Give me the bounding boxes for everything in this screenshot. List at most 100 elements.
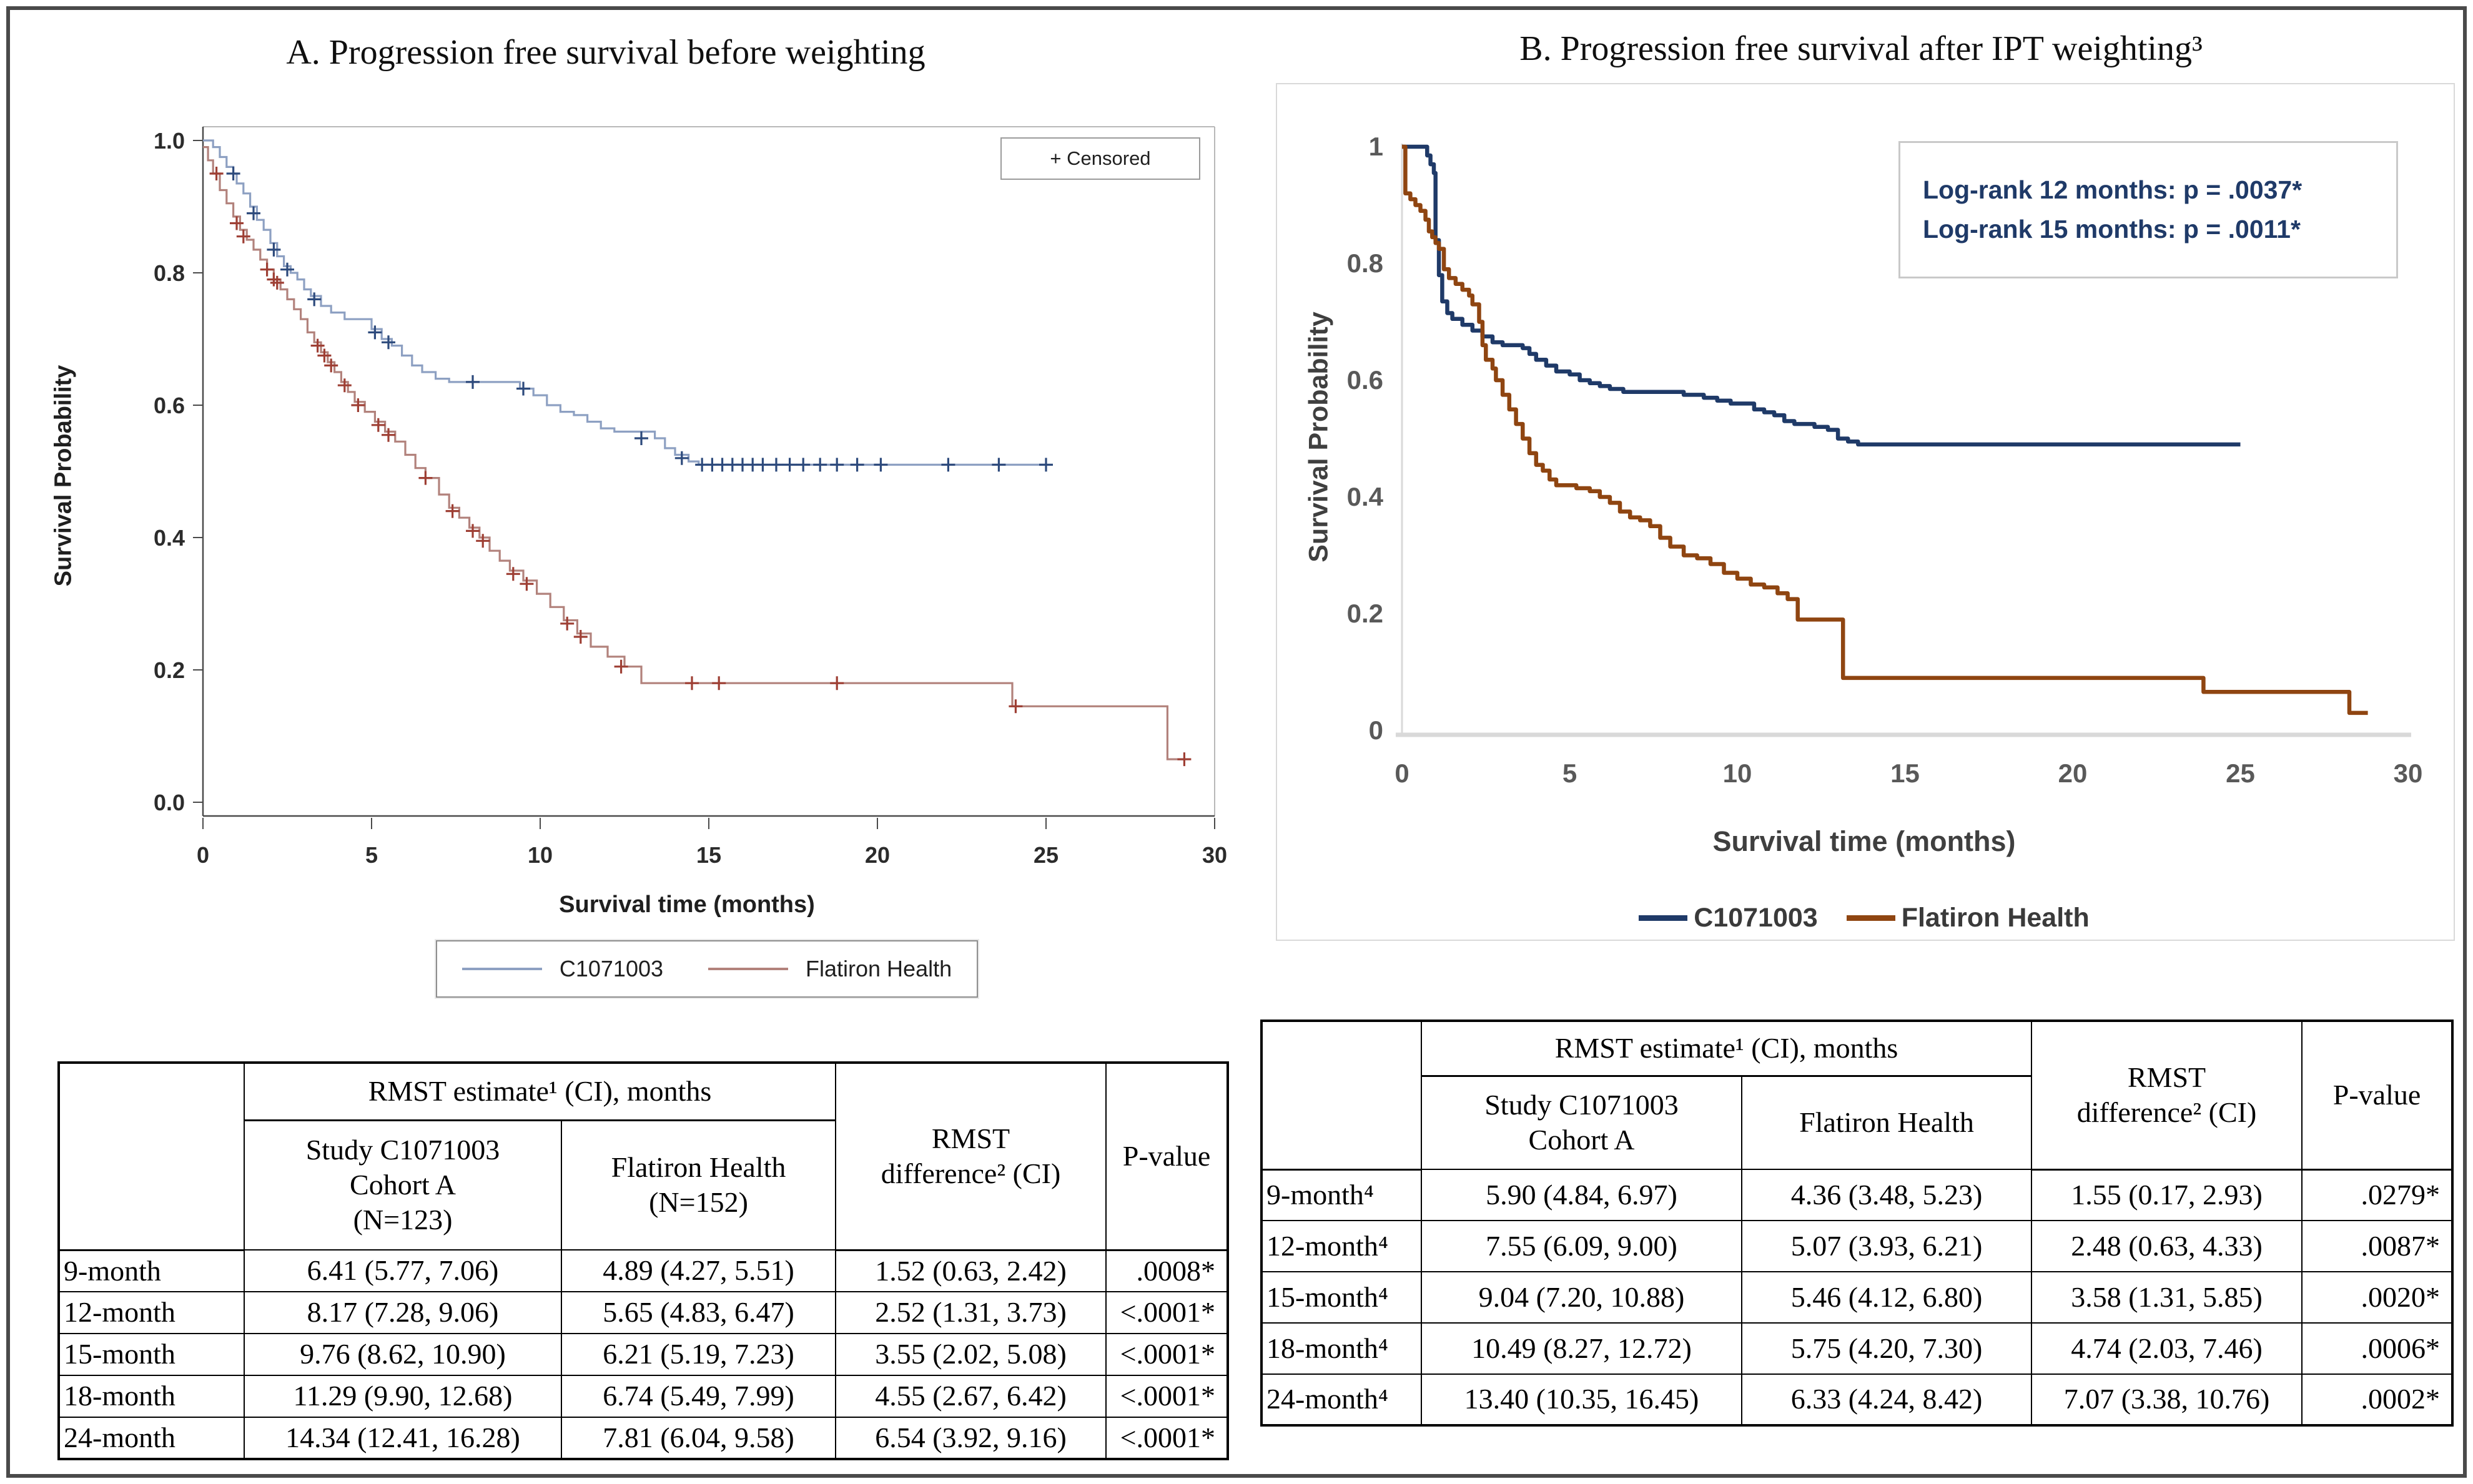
y-axis-tick-label: 0.0 bbox=[154, 790, 185, 815]
table-row: 9-month⁴ 5.90 (4.84, 6.97) 4.36 (3.48, 5.2… bbox=[1261, 1169, 2454, 1221]
value-cell: 5.90 (4.84, 6.97) bbox=[1421, 1169, 1742, 1221]
censor-mark bbox=[260, 262, 274, 277]
x-axis-tick-label: 30 bbox=[2394, 759, 2423, 788]
study-cohort-header: Study C1071003 Cohort A bbox=[1421, 1075, 1742, 1170]
corner-cell bbox=[1261, 1020, 1422, 1171]
value-cell: 4.55 (2.67, 6.42) bbox=[835, 1375, 1107, 1418]
censor-mark bbox=[573, 630, 588, 644]
x-axis-tick-label: 20 bbox=[2058, 759, 2088, 788]
y-axis-tick-label: 0 bbox=[1369, 715, 1383, 745]
row-label-cell: 12-month bbox=[58, 1291, 245, 1334]
censor-mark bbox=[796, 458, 811, 472]
rmst-table-before-weighting: RMST estimate¹ (CI), months RMST differe… bbox=[57, 1061, 1230, 1460]
panel-a-km-plot: 1.0 0.8 0.6 0.4 0.2 0.0 0 5 10 15 20 25 30 bbox=[154, 126, 1227, 868]
censor-mark bbox=[324, 358, 338, 373]
value-cell: 14.34 (12.41, 16.28) bbox=[244, 1417, 562, 1460]
value-cell: 10.49 (8.27, 12.72) bbox=[1421, 1322, 1742, 1375]
flatiron-header: Flatiron Health (N=152) bbox=[560, 1119, 837, 1251]
censor-mark bbox=[351, 398, 365, 412]
value-cell: .0008* bbox=[1105, 1249, 1229, 1292]
table-row: 9-month 6.41 (5.77, 7.06) 4.89 (4.27, 5.51… bbox=[58, 1249, 1229, 1292]
table-row: 12-month 8.17 (7.28, 9.06) 5.65 (4.83, 6.4… bbox=[58, 1291, 1229, 1334]
censor-mark bbox=[685, 676, 699, 690]
legend-label: Flatiron Health bbox=[1901, 903, 2090, 933]
y-axis-tick-label: 0.8 bbox=[154, 260, 185, 286]
censor-mark bbox=[209, 167, 224, 180]
km-curve-c1071003 bbox=[203, 139, 1046, 466]
legend-label: C1071003 bbox=[559, 956, 664, 981]
value-cell: 1.52 (0.63, 2.42) bbox=[835, 1249, 1107, 1292]
censor-mark bbox=[270, 275, 284, 290]
censor-mark bbox=[850, 458, 864, 472]
censor-mark bbox=[614, 659, 628, 674]
value-cell: 5.46 (4.12, 6.80) bbox=[1740, 1271, 2033, 1324]
value-cell: 8.17 (7.28, 9.06) bbox=[244, 1291, 562, 1334]
x-axis-tick-label: 20 bbox=[865, 842, 890, 868]
x-axis-tick-label: 25 bbox=[1034, 842, 1059, 868]
value-cell: .0006* bbox=[2301, 1322, 2454, 1375]
value-cell: 5.65 (4.83, 6.47) bbox=[560, 1291, 837, 1334]
censor-mark bbox=[674, 451, 689, 465]
censor-mark bbox=[310, 338, 325, 353]
value-cell: <.0001* bbox=[1105, 1333, 1229, 1376]
rmst-difference-header: RMST difference² (CI) bbox=[2031, 1020, 2303, 1171]
table-row: 24-month 14.34 (12.41, 16.28) 7.81 (6.04, … bbox=[58, 1417, 1229, 1460]
legend-label: C1071003 bbox=[1694, 903, 1818, 933]
km-curve-flatiron-health bbox=[203, 146, 1185, 760]
censor-mark bbox=[813, 458, 827, 472]
censor-mark bbox=[368, 325, 382, 340]
p-value-header: P-value bbox=[2301, 1020, 2454, 1171]
table-row: 24-month⁴ 13.40 (10.35, 16.45) 6.33 (4.24,… bbox=[1261, 1373, 2454, 1426]
legend-label: Flatiron Health bbox=[806, 956, 952, 981]
row-label-cell: 24-month⁴ bbox=[1261, 1373, 1422, 1426]
flatiron-header: Flatiron Health bbox=[1740, 1075, 2033, 1170]
value-cell: 3.58 (1.31, 5.85) bbox=[2031, 1271, 2303, 1324]
censored-legend-box: + Censored bbox=[1000, 137, 1200, 180]
censor-mark bbox=[712, 676, 726, 690]
value-cell: 1.55 (0.17, 2.93) bbox=[2031, 1169, 2303, 1221]
value-cell: 4.74 (2.03, 7.46) bbox=[2031, 1322, 2303, 1375]
censor-mark bbox=[476, 534, 490, 548]
value-cell: .0279* bbox=[2301, 1169, 2454, 1221]
value-cell: <.0001* bbox=[1105, 1291, 1229, 1334]
censor-mark bbox=[769, 458, 783, 472]
value-cell: 2.48 (0.63, 4.33) bbox=[2031, 1220, 2303, 1272]
censor-mark bbox=[230, 216, 244, 230]
rmst-difference-header: RMST difference² (CI) bbox=[835, 1062, 1107, 1251]
censor-mark bbox=[247, 206, 260, 220]
censor-mark bbox=[267, 272, 281, 287]
legend-item-flatiron: Flatiron Health bbox=[708, 956, 952, 982]
study-cohort-header: Study C1071003 Cohort A (N=123) bbox=[244, 1119, 562, 1251]
censor-mark bbox=[941, 458, 955, 472]
censor-mark bbox=[466, 524, 480, 538]
legend-item-c1071003: C1071003 bbox=[1639, 903, 1818, 933]
value-cell: 4.89 (4.27, 5.51) bbox=[560, 1249, 837, 1292]
value-cell: 9.04 (7.20, 10.88) bbox=[1421, 1271, 1742, 1324]
censor-mark bbox=[382, 335, 395, 350]
rmst-estimate-group-header: RMST estimate¹ (CI), months bbox=[243, 1062, 837, 1121]
y-axis-tick-label: 0.4 bbox=[154, 525, 185, 551]
censor-mark bbox=[1009, 699, 1023, 714]
x-axis-tick-label: 30 bbox=[1202, 842, 1227, 868]
censor-mark bbox=[445, 504, 460, 518]
panel-a-title: A. Progression free survival before weig… bbox=[286, 33, 926, 72]
value-cell: 13.40 (10.35, 16.45) bbox=[1421, 1373, 1742, 1426]
value-cell: <.0001* bbox=[1105, 1375, 1229, 1418]
value-cell: 6.74 (5.49, 7.99) bbox=[560, 1375, 837, 1418]
y-axis-tick-label: 0.2 bbox=[154, 657, 185, 683]
censor-mark bbox=[382, 428, 395, 442]
y-axis-tick-label: 1.0 bbox=[154, 128, 185, 154]
c1071003-line-swatch bbox=[1639, 915, 1688, 921]
x-axis-tick-label: 10 bbox=[1723, 759, 1752, 788]
censor-mark bbox=[992, 458, 1006, 472]
value-cell: .0002* bbox=[2301, 1373, 2454, 1426]
table-row: 15-month 9.76 (8.62, 10.90) 6.21 (5.19, 7.… bbox=[58, 1333, 1229, 1376]
row-label-cell: 18-month bbox=[58, 1375, 245, 1418]
legend-item-flatiron: Flatiron Health bbox=[1846, 903, 2090, 933]
censor-mark bbox=[874, 458, 888, 472]
censor-mark bbox=[280, 262, 294, 277]
row-label-cell: 12-month⁴ bbox=[1261, 1220, 1422, 1272]
y-axis-tick-label: 0.2 bbox=[1347, 599, 1383, 628]
km-curve-flatiron-health bbox=[1402, 144, 2368, 715]
